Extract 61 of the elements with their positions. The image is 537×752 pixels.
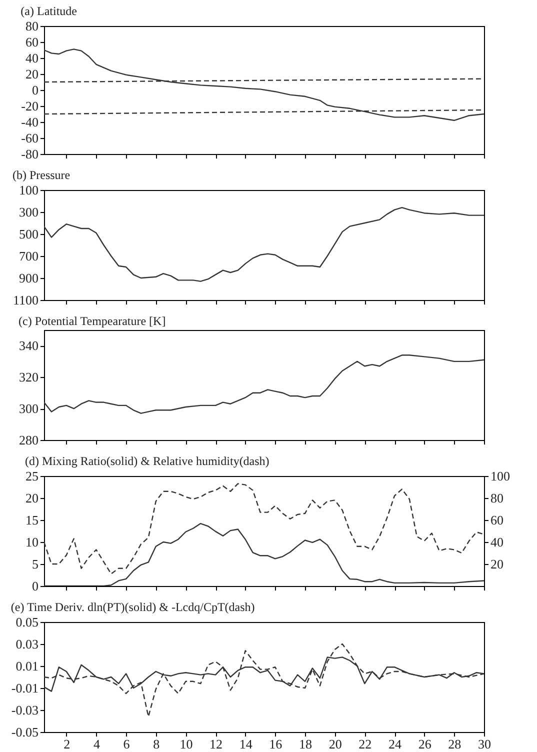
x-tick-label: 30: [478, 736, 491, 752]
y-tick-label: 0.03: [16, 636, 38, 652]
chart-title: (e) Time Deriv. dln(PT)(solid) & -Lcdq/CpT(dash): [10, 600, 255, 614]
y-tick-label: 0: [32, 578, 38, 594]
y-tick-label: -20: [21, 98, 38, 114]
y-tick-label: -60: [21, 130, 38, 146]
y-tick-label: 0.05: [16, 614, 38, 630]
x-tick-label: 18: [299, 736, 312, 752]
y-tick-label: 1100: [12, 292, 38, 308]
y-tick-label: 300: [19, 204, 38, 220]
x-tick-label: 24: [388, 736, 402, 752]
y2-tick-label: 60: [490, 512, 504, 528]
x-tick-label: 26: [418, 736, 432, 752]
y-tick-label: -40: [21, 114, 38, 130]
chart-title: (c) Potential Tempearature [K]: [18, 314, 166, 328]
y-tick-label: -0.03: [11, 702, 38, 718]
x-tick-label: 16: [269, 736, 283, 752]
x-tick-label: 12: [210, 736, 223, 752]
line-series: [44, 522, 484, 586]
line-series: [44, 354, 484, 414]
y-tick-label: -0.05: [11, 724, 38, 740]
y-tick-label: 20: [26, 490, 38, 506]
x-tick-label: 6: [123, 736, 130, 752]
x-tick-label: 20: [328, 736, 342, 752]
y2-tick-label: 100: [490, 468, 510, 484]
y-tick-label: 700: [19, 248, 38, 264]
y-tick-label: 340: [19, 338, 38, 354]
y-tick-label: 280: [19, 432, 38, 448]
y-tick-label: 900: [19, 270, 38, 286]
chart-title: (a) Latitude: [20, 4, 77, 18]
y-tick-label: -80: [21, 146, 38, 162]
y-tick-label: -0.01: [11, 680, 38, 696]
x-tick-label: 8: [153, 736, 160, 752]
y2-tick-label: 80: [490, 490, 504, 506]
y2-tick-label: 20: [490, 556, 504, 572]
x-tick-label: 22: [358, 736, 372, 752]
chart-title: (d) Mixing Ratio(solid) & Relative humidity(dash): [25, 454, 270, 468]
y-tick-label: 25: [26, 468, 38, 484]
x-tick-label: 10: [180, 736, 193, 752]
line-series: [44, 207, 484, 282]
y-tick-label: 20: [26, 66, 38, 82]
x-tick-label: 14: [239, 736, 253, 752]
y-tick-label: 0: [32, 82, 38, 98]
x-tick-label: 28: [448, 736, 462, 752]
y-tick-label: 15: [26, 512, 38, 528]
y-tick-label: 320: [19, 370, 38, 385]
line-series: [44, 483, 484, 574]
x-tick-label: 2: [64, 736, 70, 752]
y-tick-label: 100: [19, 182, 38, 198]
y2-tick-label: 40: [490, 534, 504, 550]
y-tick-label: 500: [19, 226, 38, 242]
y-tick-label: 40: [26, 50, 38, 66]
y-tick-label: 80: [26, 18, 38, 34]
y-tick-label: 10: [26, 534, 38, 550]
y-tick-label: 0.01: [16, 658, 38, 674]
y-tick-label: 60: [26, 34, 38, 50]
x-tick-label: 4: [93, 736, 100, 752]
y-tick-label: 300: [19, 401, 38, 416]
chart-title: (b) Pressure: [12, 168, 70, 182]
line-series: [44, 48, 484, 121]
y-tick-label: 5: [32, 556, 38, 572]
